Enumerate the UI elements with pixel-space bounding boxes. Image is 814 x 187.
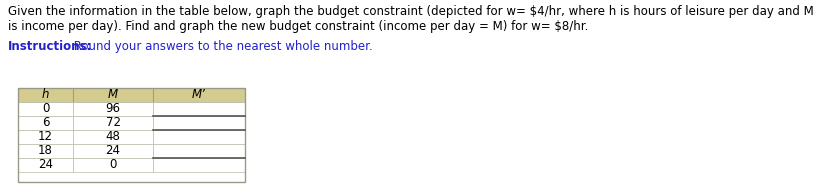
Text: 12: 12 [38, 131, 53, 143]
Text: 0: 0 [109, 159, 116, 171]
Text: is income per day). Find and graph the new budget constraint (income per day = M: is income per day). Find and graph the n… [8, 20, 589, 33]
Text: 24: 24 [106, 145, 120, 157]
Text: 6: 6 [42, 117, 50, 130]
Bar [18, 130, 73, 144]
Text: Round your answers to the nearest whole number.: Round your answers to the nearest whole … [70, 40, 373, 53]
Bar [18, 144, 73, 158]
Bar [73, 130, 153, 144]
Text: 72: 72 [106, 117, 120, 130]
Bar [153, 102, 245, 116]
Bar [153, 144, 245, 158]
Text: M: M [108, 88, 118, 102]
Bar [73, 116, 153, 130]
Text: Given the information in the table below, graph the budget constraint (depicted : Given the information in the table below… [8, 5, 814, 18]
Text: 48: 48 [106, 131, 120, 143]
Text: M’: M’ [192, 88, 206, 102]
Bar [153, 130, 245, 144]
Bar [153, 88, 245, 102]
Bar [73, 144, 153, 158]
Bar [73, 158, 153, 172]
Text: 24: 24 [38, 159, 53, 171]
Text: 96: 96 [106, 102, 120, 116]
Bar [153, 158, 245, 172]
Bar [73, 88, 153, 102]
Text: 0: 0 [42, 102, 49, 116]
Bar [73, 102, 153, 116]
Bar [153, 116, 245, 130]
Text: Instructions:: Instructions: [8, 40, 92, 53]
Bar [18, 88, 73, 102]
Text: 18: 18 [38, 145, 53, 157]
Text: h: h [42, 88, 50, 102]
Bar [18, 116, 73, 130]
Bar [18, 158, 73, 172]
Bar [18, 102, 73, 116]
